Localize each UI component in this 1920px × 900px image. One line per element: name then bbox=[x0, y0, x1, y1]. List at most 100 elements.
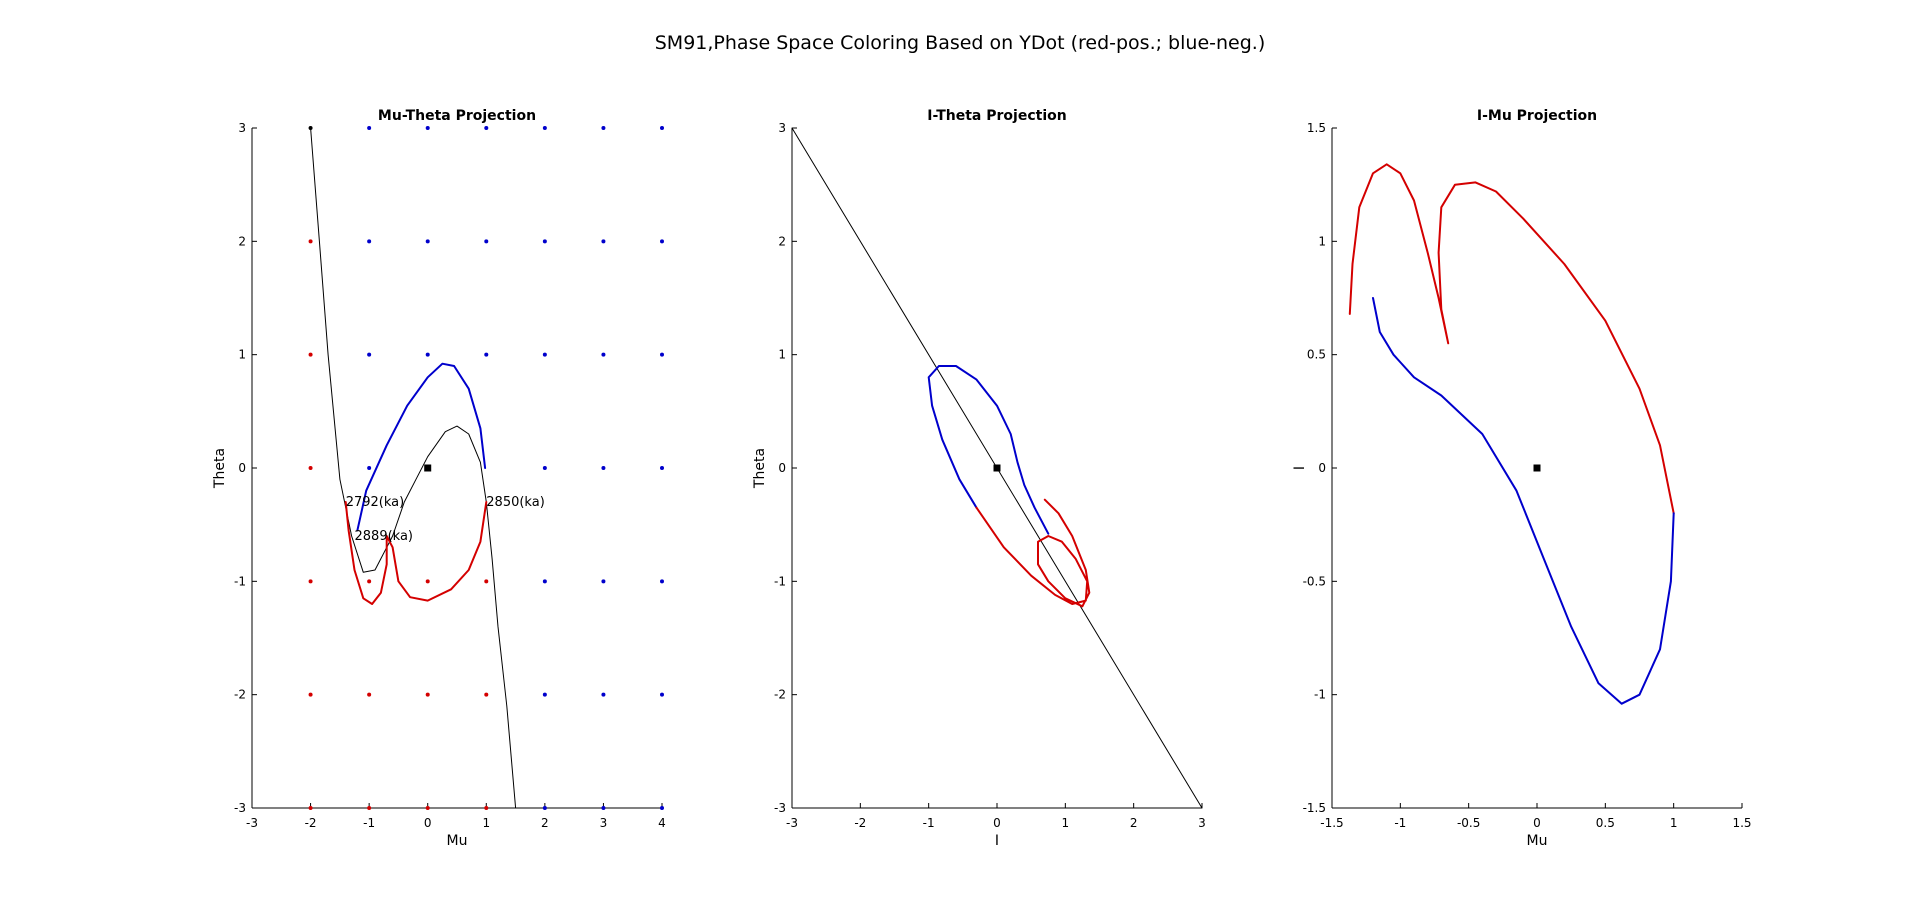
subplot-title: Mu-Theta Projection bbox=[378, 108, 536, 124]
grid-dot bbox=[660, 806, 664, 810]
grid-dot bbox=[601, 692, 606, 697]
y-tick-label: 0 bbox=[1318, 461, 1326, 475]
grid-dot bbox=[601, 806, 606, 810]
x-tick-label: 3 bbox=[1198, 816, 1206, 830]
grid-dot bbox=[542, 806, 547, 810]
grid-dot bbox=[601, 466, 606, 470]
grid-dot bbox=[660, 466, 664, 470]
y-tick-label: 0 bbox=[778, 461, 786, 475]
y-tick-label: -1 bbox=[1314, 688, 1326, 702]
subplot-3: -1.5 -1 -0.5 0 0.5 1 1.5 -1.5 -1 -0.5 0 0.5 1 1.5 I-Mu… bbox=[1292, 108, 1752, 849]
grid-dot bbox=[484, 579, 489, 584]
grid-dot bbox=[367, 239, 372, 244]
series-line-2 bbox=[356, 362, 487, 532]
series-line-3 bbox=[975, 498, 1091, 608]
y-tick-label: 3 bbox=[778, 121, 786, 135]
grid-dot bbox=[484, 806, 489, 810]
annotation-label: 2792(ka) bbox=[346, 495, 405, 510]
grid-dot bbox=[308, 579, 313, 584]
grid-dot bbox=[367, 692, 372, 697]
x-axis-label: I bbox=[995, 833, 999, 849]
grid-dot bbox=[425, 126, 430, 130]
grid-dot bbox=[542, 579, 547, 584]
grid-dot bbox=[660, 126, 664, 130]
subplot-title: I-Theta Projection bbox=[927, 108, 1066, 124]
subplot-1: -3 -2 -1 0 1 2 3 4 -3 -2 -1 0 1 2 3 Mu-Theta Projection… bbox=[212, 108, 666, 849]
grid-dot bbox=[367, 352, 372, 357]
x-tick-label: -1 bbox=[1394, 816, 1406, 830]
grid-dot bbox=[425, 579, 430, 584]
grid-dot bbox=[601, 239, 606, 244]
grid-dot bbox=[601, 352, 606, 357]
x-tick-label: 4 bbox=[658, 816, 666, 830]
y-tick-label: 2 bbox=[238, 234, 246, 248]
x-tick-label: 0.5 bbox=[1596, 816, 1615, 830]
grid-dot bbox=[308, 806, 313, 810]
origin-marker bbox=[1533, 464, 1541, 472]
grid-dot bbox=[308, 692, 313, 697]
x-tick-label: -2 bbox=[854, 816, 866, 830]
grid-dot bbox=[425, 806, 430, 810]
x-tick-label: 1.5 bbox=[1732, 816, 1751, 830]
grid-dot bbox=[542, 466, 547, 470]
y-tick-label: 1.5 bbox=[1307, 121, 1326, 135]
grid-dot bbox=[660, 239, 664, 244]
x-tick-label: 0 bbox=[993, 816, 1001, 830]
x-tick-label: -1.5 bbox=[1320, 816, 1343, 830]
grid-dot bbox=[425, 239, 430, 244]
grid-dot bbox=[425, 692, 430, 697]
y-tick-label: 1 bbox=[1318, 234, 1326, 248]
annotation-label: 2850(ka) bbox=[486, 495, 545, 510]
x-tick-label: -2 bbox=[305, 816, 317, 830]
series-line-1 bbox=[1348, 163, 1675, 515]
grid-dot bbox=[367, 806, 372, 810]
grid-dot bbox=[660, 692, 664, 697]
x-tick-label: 1 bbox=[1062, 816, 1070, 830]
x-tick-label: -1 bbox=[923, 816, 935, 830]
x-tick-label: 2 bbox=[541, 816, 549, 830]
subplot-title: I-Mu Projection bbox=[1477, 108, 1597, 124]
grid-dot bbox=[308, 466, 313, 470]
y-tick-label: -2 bbox=[234, 688, 246, 702]
y-tick-label: -1 bbox=[234, 574, 246, 588]
grid-dot bbox=[367, 579, 372, 584]
series-line-3 bbox=[344, 501, 488, 605]
x-tick-label: 3 bbox=[600, 816, 608, 830]
grid-dot bbox=[484, 126, 489, 130]
y-tick-label: -1.5 bbox=[1303, 801, 1326, 815]
series-line-2 bbox=[927, 365, 1050, 535]
origin-marker bbox=[993, 464, 1001, 472]
y-tick-label: -2 bbox=[774, 688, 786, 702]
series-line-2 bbox=[1372, 297, 1675, 705]
subplot-2: -3 -2 -1 0 1 2 3 -3 -2 -1 0 1 2 3 I-Theta Projection I T… bbox=[752, 108, 1206, 849]
x-tick-label: -1 bbox=[363, 816, 375, 830]
grid-dot bbox=[367, 126, 372, 130]
grid-dot bbox=[484, 692, 489, 697]
y-tick-label: -3 bbox=[774, 801, 786, 815]
grid-dot bbox=[367, 466, 372, 470]
grid-dot bbox=[484, 352, 489, 357]
y-tick-label: 3 bbox=[238, 121, 246, 135]
x-tick-label: 0 bbox=[424, 816, 432, 830]
annotation-label: 2889(ka) bbox=[355, 529, 414, 544]
y-tick-label: -0.5 bbox=[1303, 574, 1326, 588]
x-tick-label: -3 bbox=[246, 816, 258, 830]
grid-dot bbox=[425, 352, 430, 357]
grid-dot bbox=[542, 352, 547, 357]
grid-dot bbox=[660, 352, 664, 357]
grid-dot bbox=[484, 239, 489, 244]
x-tick-label: 0 bbox=[1533, 816, 1541, 830]
x-tick-label: -0.5 bbox=[1457, 816, 1480, 830]
grid-dot bbox=[308, 352, 313, 357]
y-axis-label: I bbox=[1292, 466, 1308, 470]
x-tick-label: -3 bbox=[786, 816, 798, 830]
y-tick-label: 0 bbox=[238, 461, 246, 475]
grid-dot bbox=[542, 126, 547, 130]
origin-marker bbox=[424, 464, 432, 472]
grid-dot bbox=[601, 126, 606, 130]
grid-dot bbox=[542, 692, 547, 697]
x-tick-label: 1 bbox=[482, 816, 490, 830]
x-tick-label: 2 bbox=[1130, 816, 1138, 830]
grid-dot bbox=[601, 579, 606, 584]
